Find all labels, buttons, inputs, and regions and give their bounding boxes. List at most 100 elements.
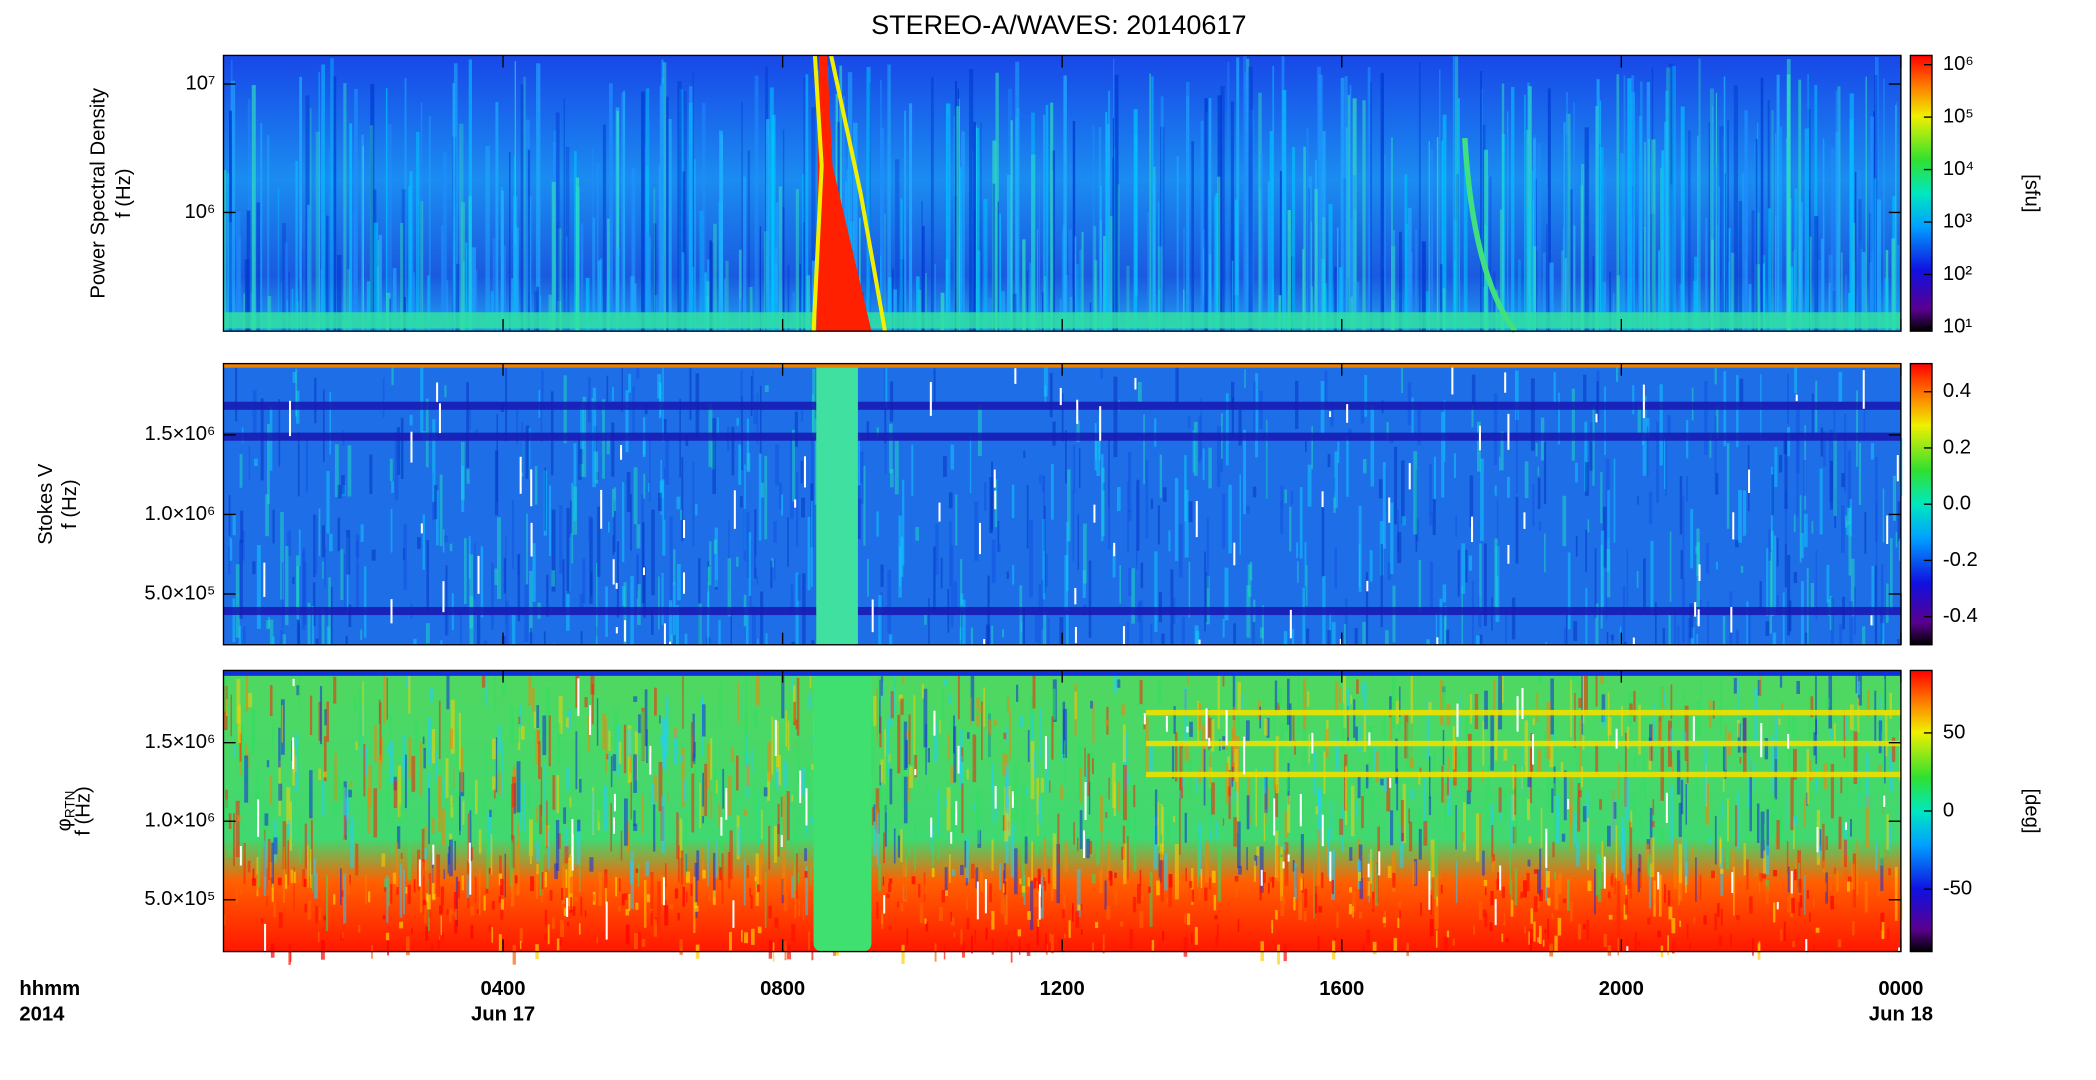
spectrogram-streak <box>1528 931 1530 945</box>
spectrogram-streak <box>556 938 560 951</box>
spectrogram-streak <box>1812 944 1815 950</box>
spectrogram-streak <box>391 364 394 386</box>
spectrogram-streak <box>1534 788 1539 795</box>
spectrogram-streak <box>1461 543 1466 594</box>
spectrogram-streak <box>760 809 763 840</box>
spectrogram-streak <box>890 691 894 719</box>
spectrogram-streak <box>1181 616 1185 645</box>
spectrogram-streak <box>1383 775 1387 792</box>
spectrogram-streak <box>432 419 436 502</box>
spectrogram-streak <box>1849 601 1853 645</box>
spectrogram-streak <box>411 755 416 792</box>
spectrogram-streak <box>651 509 655 596</box>
spectrogram-streak <box>1123 843 1127 885</box>
spectrogram-streak <box>1791 897 1795 914</box>
spectrogram-streak <box>1669 531 1672 602</box>
spectrogram-streak <box>1830 763 1835 819</box>
spectrogram-streak <box>551 570 556 587</box>
spectrogram-gap <box>1523 512 1526 529</box>
spectrogram-streak <box>939 720 941 734</box>
spectrogram-streak <box>1815 675 1817 735</box>
spectrogram-streak <box>1003 732 1007 740</box>
spectrogram-streak <box>796 677 800 736</box>
spectrogram-streak <box>740 929 743 943</box>
spectrogram-streak <box>1310 286 1313 332</box>
spectrogram-streak <box>1099 185 1102 332</box>
spectrogram-streak <box>243 842 246 884</box>
spectrogram-streak <box>1194 625 1199 645</box>
spectrogram-streak <box>1174 732 1178 782</box>
spectrogram-streak <box>1432 499 1436 536</box>
spectrogram-streak <box>1289 506 1292 552</box>
spectrogram-streak <box>1335 739 1339 776</box>
spectrogram-streak <box>744 709 748 767</box>
spectrogram-streak <box>402 869 405 915</box>
spectrogram-streak <box>1671 761 1674 775</box>
spectrogram-streak <box>1250 799 1252 817</box>
spectrogram-gap <box>1862 370 1865 409</box>
spectrogram-streak <box>510 706 514 746</box>
spectrogram-streak <box>1638 115 1642 332</box>
spectrogram-streak <box>1329 612 1332 645</box>
spectrogram-streak <box>873 823 877 856</box>
spectrogram-gap <box>1478 425 1481 451</box>
spectrogram-streak <box>1145 717 1149 775</box>
spectrogram-streak <box>1202 228 1207 332</box>
spectrogram-streak <box>1716 405 1719 439</box>
spectrogram-streak <box>240 889 243 895</box>
spectrogram-streak <box>376 885 379 894</box>
spectrogram-streak <box>669 904 673 910</box>
spectrogram-streak <box>702 704 706 737</box>
spectrogram-streak <box>511 614 516 645</box>
spectrogram-streak <box>1128 452 1132 512</box>
spectrogram-streak <box>546 686 551 738</box>
spectrogram-streak <box>1302 587 1306 645</box>
spectrogram-streak <box>1222 618 1225 638</box>
spectrogram-streak <box>699 210 704 332</box>
spectrogram-streak <box>536 286 540 332</box>
spectrogram-streak <box>1550 678 1554 735</box>
colorbar-tick-label: -50 <box>1943 877 1972 899</box>
spectrogram-streak <box>1278 687 1283 706</box>
spectrogram-streak <box>1841 836 1843 867</box>
spectrogram-streak <box>1121 704 1126 716</box>
spectrogram-streak <box>326 701 330 742</box>
spectrogram-streak <box>1744 110 1748 332</box>
spectrogram-streak <box>1544 533 1546 573</box>
spectrogram-streak <box>1552 841 1555 858</box>
spectrogram-streak <box>1447 769 1451 816</box>
spectrogram-streak <box>1766 809 1769 856</box>
spectrogram-streak <box>775 444 779 486</box>
spectrogram-streak <box>1047 617 1050 645</box>
spectrogram-streak <box>490 834 493 875</box>
spectrogram-streak <box>1476 421 1481 472</box>
spectrogram-streak <box>1756 803 1760 844</box>
spectrogram-streak <box>1759 671 1762 697</box>
spectrogram-streak <box>536 63 541 332</box>
spectrogram-streak <box>880 759 884 783</box>
spectrogram-streak <box>1459 692 1461 745</box>
y-tick-label: 1.0×10⁶ <box>144 810 215 832</box>
spectrogram-streak <box>1539 889 1543 902</box>
spectrogram-streak <box>406 936 410 956</box>
spectrogram-streak <box>1049 933 1051 942</box>
spectrogram-streak <box>1006 174 1012 332</box>
spectrogram-streak <box>1298 872 1303 921</box>
spectrogram-streak <box>642 794 644 835</box>
spectrogram-streak <box>608 754 610 763</box>
spectrogram-streak <box>902 479 905 566</box>
spectrogram-streak <box>889 469 894 488</box>
spectrogram-streak <box>924 918 927 924</box>
spectrogram-streak <box>950 766 955 784</box>
spectrogram-streak <box>1079 766 1083 803</box>
spectrogram-streak <box>753 781 755 810</box>
spectrogram-streak <box>1506 111 1509 332</box>
spectrogram-streak <box>1512 765 1516 790</box>
spectrogram-streak <box>1609 271 1612 332</box>
spectrogram-streak <box>1595 837 1600 896</box>
spectrogram-streak <box>970 627 974 645</box>
spectrogram-streak <box>1812 896 1815 908</box>
spectrogram-streak <box>241 530 245 561</box>
spectrogram-streak <box>518 716 521 724</box>
